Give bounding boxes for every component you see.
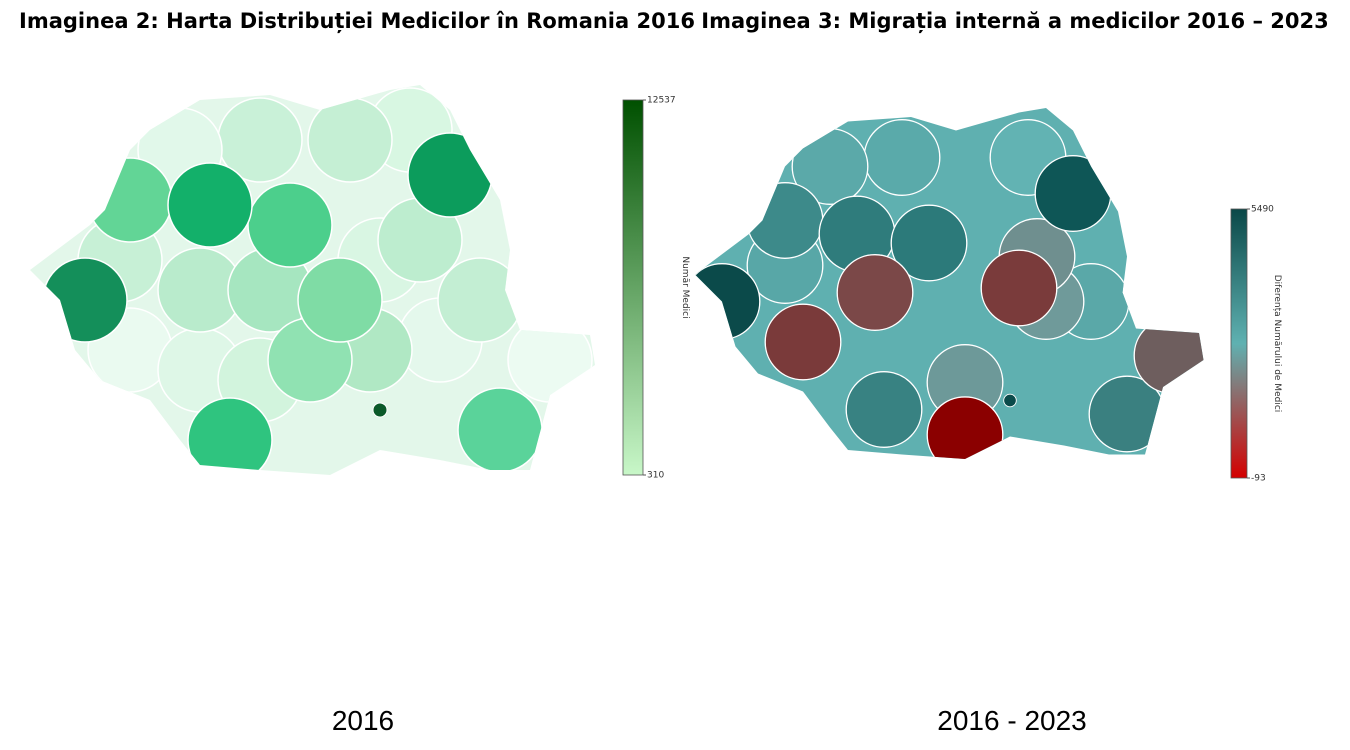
colorbar-tick-label: 310 bbox=[647, 471, 664, 481]
county bbox=[764, 303, 842, 381]
county bbox=[980, 249, 1058, 327]
county bbox=[437, 257, 523, 343]
colorbar-label: Număr Medici bbox=[680, 256, 690, 318]
map-title: Imaginea 3: Migrația internă a medicilor… bbox=[701, 9, 1328, 34]
caption: 2016 - 2023 bbox=[937, 705, 1086, 736]
county bbox=[1034, 155, 1112, 232]
county bbox=[863, 119, 941, 196]
map bbox=[695, 108, 1204, 460]
county bbox=[167, 162, 253, 248]
county bbox=[297, 257, 383, 343]
colorbar bbox=[1230, 208, 1248, 479]
county-bucharest bbox=[372, 402, 388, 418]
county-bucharest bbox=[1003, 393, 1017, 408]
county bbox=[187, 397, 273, 475]
county bbox=[1133, 317, 1204, 394]
colorbar-tick-label: -93 bbox=[1251, 474, 1266, 484]
county bbox=[926, 396, 1004, 460]
county bbox=[87, 157, 173, 243]
county bbox=[42, 257, 128, 343]
county bbox=[845, 371, 923, 448]
colorbar-tick-label: 5490 bbox=[1251, 205, 1274, 215]
map-title: Imaginea 2: Harta Distribuției Medicilor… bbox=[19, 9, 695, 34]
county bbox=[247, 182, 333, 268]
county bbox=[836, 254, 914, 331]
county bbox=[890, 204, 968, 282]
colorbar-label: Diferența Numărului de Medici bbox=[1272, 275, 1282, 413]
county bbox=[457, 387, 543, 473]
counties bbox=[42, 87, 593, 475]
county bbox=[746, 182, 824, 259]
county bbox=[695, 263, 761, 340]
caption: 2016 bbox=[332, 705, 394, 736]
county bbox=[407, 132, 493, 218]
county bbox=[507, 317, 593, 403]
map bbox=[30, 85, 595, 475]
county bbox=[307, 97, 393, 183]
colorbar bbox=[622, 99, 644, 476]
colorbar-tick-label: 12537 bbox=[647, 96, 676, 106]
